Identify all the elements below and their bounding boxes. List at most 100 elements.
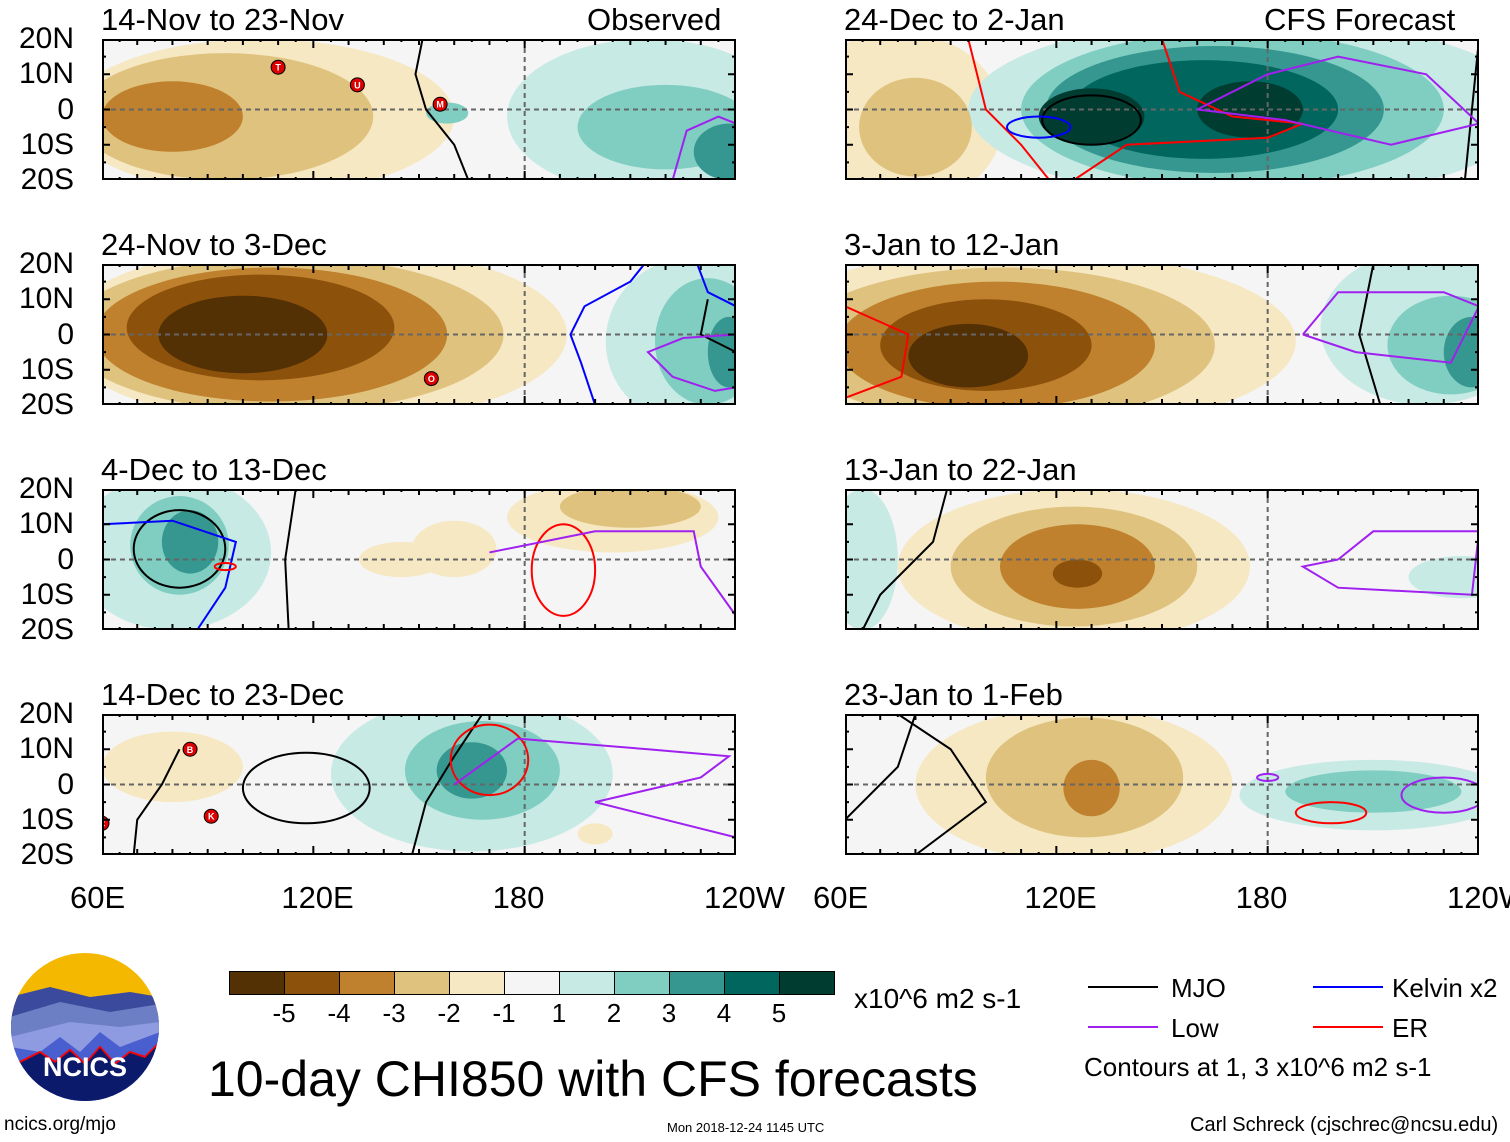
lat-label: 20S [20,613,74,646]
lon-label: 180 [492,880,545,915]
svg-text:B: B [187,745,194,755]
colorbar-swatch [285,972,340,994]
panel-title: 14-Nov to 23-Nov [101,2,344,37]
anomaly-shading [908,323,1029,388]
map-panel [845,39,1479,180]
legend-label-er: ER [1392,1013,1429,1043]
lat-label: 0 [57,317,74,351]
svg-text:M: M [436,100,444,110]
lat-label: 20N [18,247,74,280]
lat-label: 10N [18,732,74,766]
anomaly-shading [559,489,701,528]
low-contour [1400,776,1479,814]
anomaly-shading [1063,759,1120,817]
lat-label: 10N [18,57,74,91]
anomaly-shading [693,123,736,180]
mjo-contour [897,714,988,855]
lat-label: 0 [57,542,74,576]
colorbar-swatch [670,972,725,994]
legend-label-low: Low [1171,1013,1219,1043]
colorbar-swatch [395,972,450,994]
panel-title: 24-Nov to 3-Dec [101,227,327,262]
anomaly-shading [1038,88,1145,145]
figure-title: 10-day CHI850 with CFS forecasts [208,1051,978,1107]
legend-line-kelvin [1313,986,1383,988]
lon-label: 60E [70,880,126,915]
tropical-cyclone-icon: M [432,96,448,112]
lat-label: 10N [18,507,74,541]
lat-label: 0 [57,92,74,126]
map-panel [845,714,1479,855]
timestamp: Mon 2018-12-24 1145 UTC [667,1120,825,1135]
lat-label: 10S [20,577,74,611]
colorbar-swatch [560,972,615,994]
svg-text:O: O [428,374,435,384]
colorbar-tick-label: 5 [771,998,787,1028]
colorbar-tick-label: 4 [716,998,732,1028]
lon-label: 120W [1447,880,1510,915]
er-contour [530,523,597,617]
lat-label: 0 [57,767,74,801]
low-contour [453,737,736,839]
tropical-cyclone-icon: T [270,59,286,75]
map-panel [102,489,736,630]
anomaly-shading [411,520,497,578]
map-panel: BKC [102,714,736,855]
low-contour [1256,772,1280,782]
panel-title: 4-Dec to 13-Dec [101,452,327,487]
er-contour [967,39,1051,180]
forecast-label: CFS Forecast [1264,2,1456,37]
lat-label: 20S [20,163,74,196]
svg-text:K: K [208,812,215,822]
lat-label: 20N [18,22,74,55]
kelvin-contour [1006,115,1072,139]
er-contour [449,723,530,797]
legend-line-low [1088,1026,1158,1028]
svg-text:NCICS: NCICS [43,1052,127,1082]
legend-label-mjo: MJO [1171,973,1226,1003]
panel-title: 13-Jan to 22-Jan [844,452,1077,487]
colorbar-units: x10^6 m2 s-1 [854,983,1022,1014]
legend-line-er [1313,1026,1383,1028]
colorbar-swatch [615,972,670,994]
anomaly-shading [102,731,243,803]
colorbar-swatch [725,972,780,994]
colorbar-swatch [340,972,395,994]
map-panel: T U M [102,39,736,180]
lat-label: 10S [20,127,74,161]
panel-title: 24-Dec to 2-Jan [844,2,1065,37]
mjo-contour [284,489,297,630]
mjo-contour [132,509,227,589]
mjo-contour [410,714,484,855]
lon-label: 120E [281,880,354,915]
er-contour [213,562,237,572]
legend-line-mjo [1088,986,1158,988]
contour-note: Contours at 1, 3 x10^6 m2 s-1 [1084,1052,1432,1082]
kelvin-contour [696,264,736,308]
map-panel: O [102,264,736,405]
tropical-cyclone-icon: B [182,741,198,757]
anomaly-shading [845,489,898,630]
svg-text:U: U [354,80,361,90]
ncics-logo: NCICS [11,953,159,1101]
mjo-contour [1358,264,1382,405]
colorbar-tick-label: -3 [382,998,406,1028]
lon-label: 60E [813,880,869,915]
anomaly-shading [1285,770,1462,813]
er-contour [1294,801,1368,825]
colorbar-tick-label: 2 [606,998,622,1028]
colorbar-tick-label: 3 [661,998,677,1028]
anomaly-shading [1052,559,1103,588]
lat-label: 20S [20,838,74,871]
lon-label: 120W [704,880,785,915]
map-panel [845,264,1479,405]
lat-label: 10N [18,282,74,316]
colorbar-tick-label: -5 [272,998,296,1028]
colorbar-swatch [230,972,285,994]
mjo-contour [1041,94,1142,146]
observed-label: Observed [587,2,722,37]
site-url[interactable]: ncics.org/mjo [4,1114,116,1135]
lon-label: 180 [1235,880,1288,915]
er-contour [845,305,910,399]
mjo-contour [241,751,371,825]
